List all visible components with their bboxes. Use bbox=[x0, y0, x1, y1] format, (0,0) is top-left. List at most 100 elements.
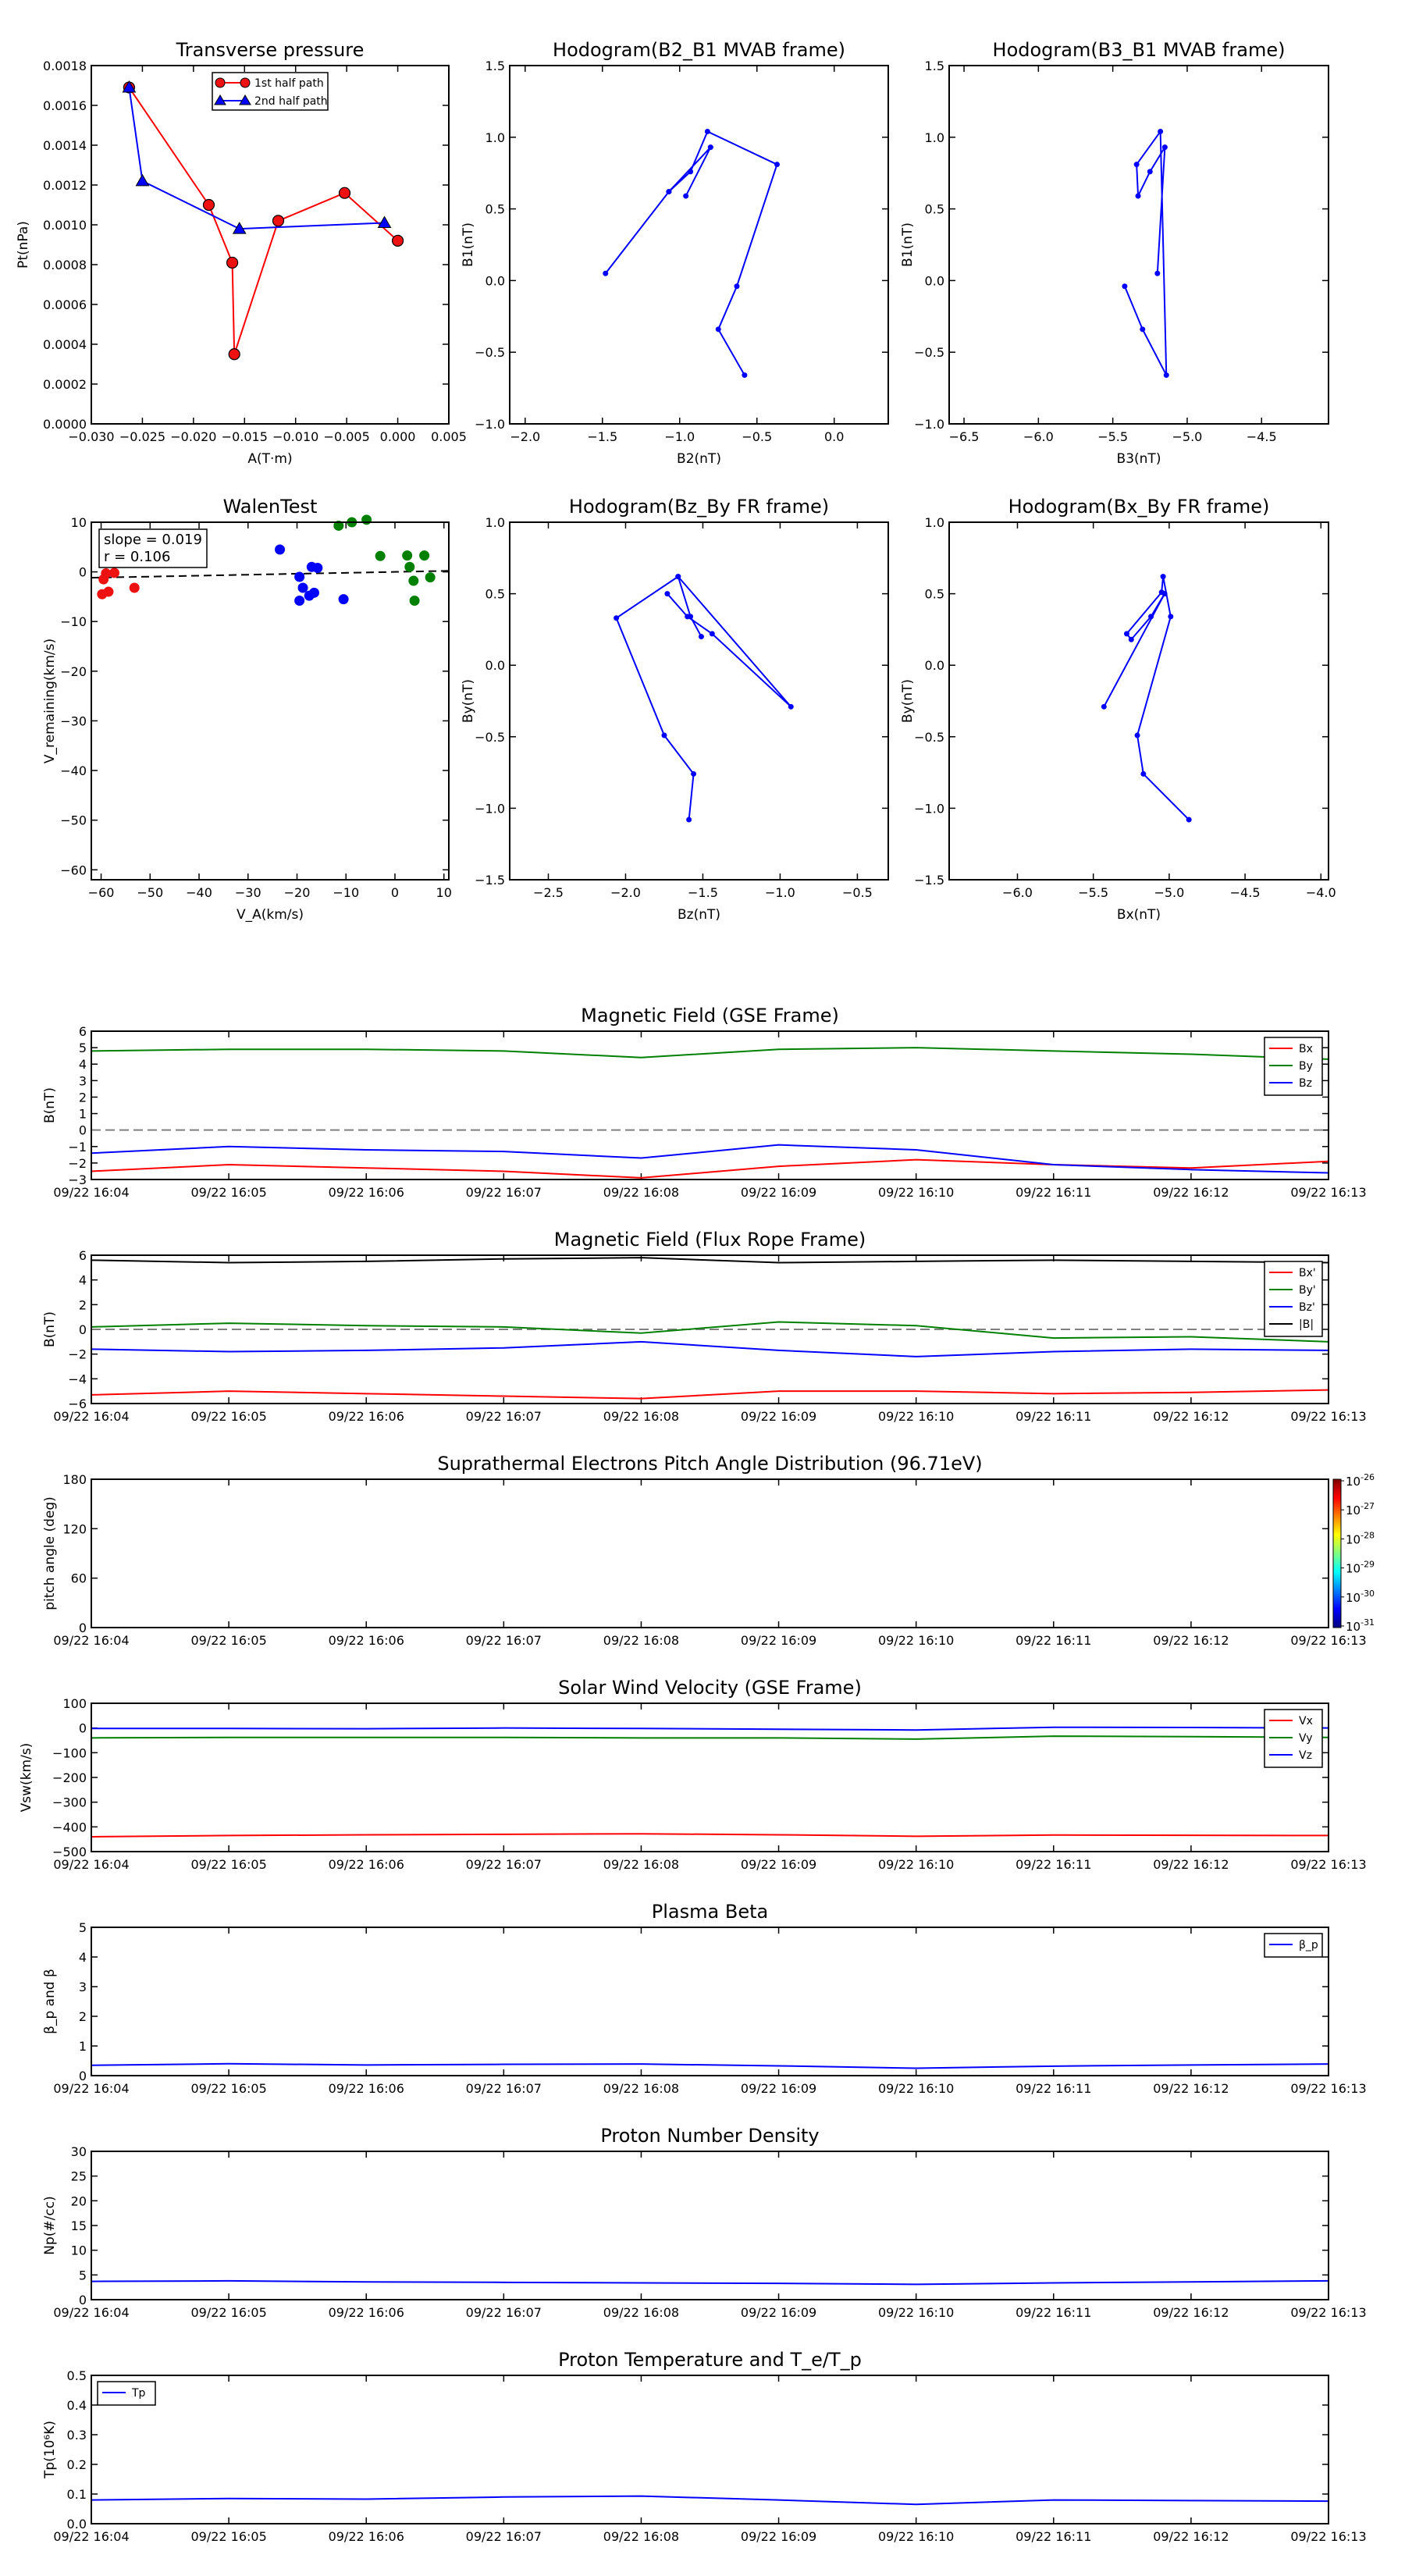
y-axis-label: pitch angle (deg) bbox=[42, 1496, 58, 1610]
chart-title: Hodogram(Bx_By FR frame) bbox=[1008, 496, 1270, 518]
x-tick-label: 09/22 16:11 bbox=[1016, 1633, 1091, 1648]
proton-number-density-chart: 09/22 16:04 09/22 16:05 09/22 16:06 09/22 1… bbox=[42, 2125, 1367, 2320]
x-tick-label: 09/22 16:05 bbox=[190, 2529, 266, 2544]
data-point bbox=[666, 189, 672, 195]
data-point bbox=[1160, 574, 1166, 580]
y-tick-label: −30 bbox=[60, 713, 87, 728]
x-tick-label: −50 bbox=[137, 885, 163, 900]
x-tick-label: 09/22 16:12 bbox=[1153, 2529, 1229, 2544]
x-tick-label: 09/22 16:12 bbox=[1153, 1185, 1229, 1200]
x-tick-label: −20 bbox=[284, 885, 311, 900]
x-tick-label: −0.025 bbox=[119, 429, 165, 444]
x-tick-label: 10 bbox=[436, 885, 452, 900]
y-tick-label: 25 bbox=[71, 2169, 87, 2184]
y-tick-label: −1.0 bbox=[475, 801, 505, 816]
x-tick-label: −2.0 bbox=[510, 429, 540, 444]
x-axis-label: B3(nT) bbox=[1117, 451, 1161, 467]
suprathermal-electrons-pad-chart: 09/22 16:04 09/22 16:05 09/22 16:06 09/22 1… bbox=[42, 1453, 1375, 1648]
colorbar-tick-exp: -30 bbox=[1361, 1589, 1375, 1599]
data-point bbox=[1140, 326, 1146, 333]
y-tick-label: −2 bbox=[68, 1347, 87, 1362]
y-tick-label: 1 bbox=[79, 2039, 87, 2054]
x-tick-label: −1.0 bbox=[765, 885, 795, 900]
x-tick-label: 09/22 16:10 bbox=[878, 2081, 954, 2096]
y-tick-label: 0.5 bbox=[925, 587, 944, 602]
colorbar-tick-base: 10 bbox=[1346, 1562, 1361, 1576]
x-tick-label: 09/22 16:12 bbox=[1153, 2081, 1229, 2096]
data-point bbox=[1128, 636, 1134, 642]
y-tick-label: 0.0016 bbox=[43, 98, 87, 113]
x-tick-label: −10 bbox=[333, 885, 359, 900]
y-tick-label: 1.0 bbox=[925, 515, 944, 530]
y-tick-label: 1.5 bbox=[925, 59, 944, 73]
data-point bbox=[1163, 372, 1169, 379]
colorbar-tick-base: 10 bbox=[1346, 1475, 1361, 1489]
legend: Tp bbox=[97, 2381, 156, 2406]
legend-marker bbox=[214, 94, 226, 105]
data-point bbox=[294, 571, 305, 582]
series-line bbox=[128, 87, 385, 230]
x-axis-label: B2(nT) bbox=[677, 451, 721, 467]
x-tick-label: 09/22 16:04 bbox=[53, 2081, 129, 2096]
legend-entry: By' bbox=[1299, 1284, 1316, 1297]
x-tick-label: −6.5 bbox=[949, 429, 980, 444]
plot-frame bbox=[91, 2375, 1329, 2524]
chart-title: Hodogram(B3_B1 MVAB frame) bbox=[993, 39, 1286, 61]
legend-entry: 1st half path bbox=[254, 77, 324, 90]
y-tick-label: −1.5 bbox=[914, 873, 944, 888]
series-line bbox=[91, 1158, 1329, 1179]
y-tick-label: 0 bbox=[79, 2069, 87, 2083]
data-point bbox=[1154, 270, 1161, 276]
y-axis-label: V_remaining(km/s) bbox=[42, 639, 58, 763]
y-tick-label: 0 bbox=[79, 565, 87, 580]
legend-box bbox=[212, 72, 329, 111]
x-tick-label: 09/22 16:08 bbox=[603, 2081, 679, 2096]
plot-frame bbox=[948, 65, 1329, 425]
y-tick-label: 5 bbox=[79, 2268, 87, 2282]
data-point bbox=[1122, 283, 1128, 290]
y-tick-label: −1 bbox=[68, 1140, 87, 1155]
data-point bbox=[691, 770, 697, 777]
y-tick-label: −100 bbox=[52, 1745, 87, 1760]
x-tick-label: −30 bbox=[235, 885, 261, 900]
y-tick-label: 0 bbox=[79, 1621, 87, 1635]
y-tick-label: −50 bbox=[60, 813, 87, 828]
colorbar-tick-label: 10-31 bbox=[1346, 1617, 1375, 1634]
legend-entry: Bx bbox=[1299, 1043, 1313, 1055]
y-tick-label: 100 bbox=[62, 1696, 87, 1711]
walen-test-chart: −60 −50 −40 −30 −20 −10 0 10 −60 −50 −40 −30 −20 −10 0… bbox=[42, 496, 452, 923]
x-tick-label: 09/22 16:07 bbox=[466, 1857, 542, 1872]
data-point bbox=[685, 614, 691, 620]
transverse-pressure-chart: −0.030 −0.025 −0.020 −0.015 −0.010 −0.005 0.00… bbox=[16, 39, 467, 467]
x-tick-label: −4.0 bbox=[1306, 885, 1336, 900]
data-point bbox=[297, 582, 308, 593]
y-tick-label: 0.0 bbox=[925, 658, 944, 673]
data-point bbox=[614, 615, 620, 621]
x-tick-label: 09/22 16:11 bbox=[1016, 1409, 1091, 1424]
y-tick-label: 0.0002 bbox=[43, 377, 87, 392]
colorbar-tick-label: 10-30 bbox=[1346, 1589, 1375, 1605]
solar-wind-velocity-chart: 09/22 16:04 09/22 16:05 09/22 16:06 09/22 1… bbox=[19, 1677, 1367, 1872]
data-point bbox=[715, 326, 721, 333]
y-tick-label: 0.0 bbox=[67, 2517, 87, 2532]
series-line bbox=[128, 87, 399, 355]
colorbar-tick-exp: -31 bbox=[1361, 1617, 1375, 1628]
x-axis-label: Bz(nT) bbox=[678, 907, 720, 923]
plot-frame bbox=[91, 1703, 1329, 1852]
x-tick-label: −5.0 bbox=[1154, 885, 1184, 900]
y-axis-label: By(nT) bbox=[900, 679, 916, 723]
y-tick-label: 0.0012 bbox=[43, 178, 87, 193]
x-tick-label: 09/22 16:04 bbox=[53, 1185, 129, 1200]
x-tick-label: −0.5 bbox=[842, 885, 873, 900]
data-point bbox=[1161, 144, 1168, 151]
data-point bbox=[774, 162, 780, 168]
y-tick-label: −0.5 bbox=[914, 730, 944, 745]
y-tick-label: 0.0 bbox=[925, 273, 944, 288]
data-point bbox=[419, 550, 430, 561]
data-point bbox=[333, 520, 344, 531]
data-point bbox=[1101, 703, 1107, 710]
chart-title: Plasma Beta bbox=[652, 1901, 768, 1923]
y-tick-label: 2 bbox=[79, 2009, 87, 2024]
series-line bbox=[615, 575, 702, 820]
